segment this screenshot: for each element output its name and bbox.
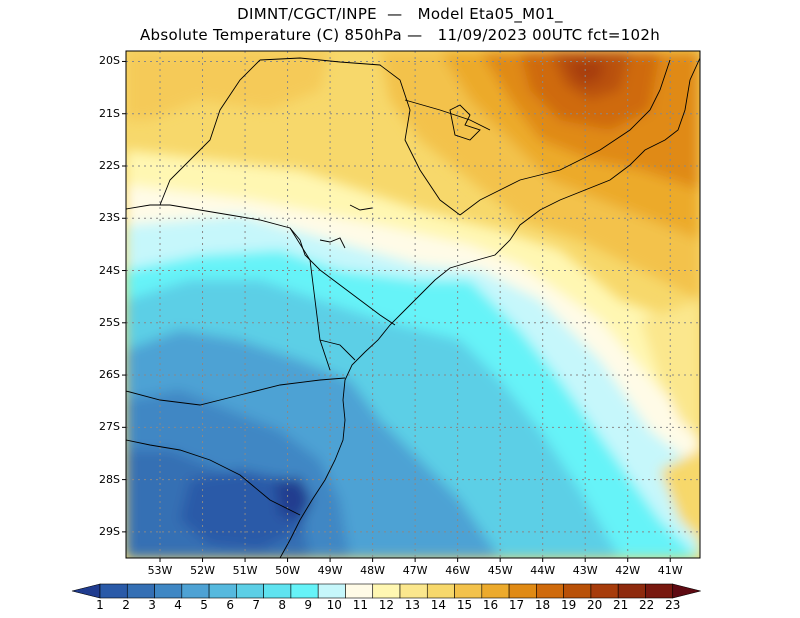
lon-label: 48W xyxy=(360,564,386,577)
colorbar-label: 5 xyxy=(200,598,208,612)
lat-label: 23S xyxy=(99,211,120,225)
lon-label: 46W xyxy=(445,564,471,577)
colorbar-label: 11 xyxy=(352,598,368,612)
lat-label: 26S xyxy=(99,368,120,382)
lat-label: 29S xyxy=(99,524,120,538)
colorbar-swatch xyxy=(236,583,264,599)
colorbar-swatch xyxy=(481,583,510,599)
colorbar-arrow-high xyxy=(672,583,701,599)
colorbar-label: 12 xyxy=(378,598,394,612)
colorbar-label: 22 xyxy=(639,598,655,612)
colorbar-label: 4 xyxy=(174,598,182,612)
colorbar-label: 6 xyxy=(226,598,234,612)
axis-ticks xyxy=(122,60,671,562)
colorbar-swatch xyxy=(345,583,374,599)
lon-label: 47W xyxy=(402,564,428,577)
colorbar-label: 1 xyxy=(96,598,104,612)
colorbar-swatch xyxy=(181,583,210,599)
map-frame xyxy=(125,50,701,559)
colorbar-swatch xyxy=(263,583,292,599)
colorbar-swatch xyxy=(126,583,155,599)
lon-label: 45W xyxy=(487,564,513,577)
colorbar-label: 10 xyxy=(326,598,342,612)
colorbar-swatch xyxy=(99,583,128,599)
colorbar-label: 3 xyxy=(148,598,156,612)
lat-label: 21S xyxy=(99,106,120,120)
colorbar-swatch xyxy=(208,583,237,599)
lon-label: 52W xyxy=(190,564,215,577)
colorbar-swatch xyxy=(154,583,183,599)
colorbar-label: 14 xyxy=(430,598,447,612)
colorbar-swatch xyxy=(563,583,592,599)
colorbar-swatch xyxy=(645,583,674,599)
lat-label: 22S xyxy=(99,158,120,172)
lon-label: 50W xyxy=(275,564,300,577)
colorbar-label: 9 xyxy=(304,598,313,612)
colorbar-swatch xyxy=(508,583,537,599)
colorbar-label: 7 xyxy=(252,598,260,612)
grid-lines xyxy=(126,51,700,558)
colorbar-swatch xyxy=(454,583,483,599)
lat-label: 28S xyxy=(99,472,120,486)
colorbar-swatch xyxy=(399,583,428,599)
colorbar-label: 21 xyxy=(613,598,629,612)
lon-label: 43W xyxy=(572,564,598,577)
colorbar-label: 13 xyxy=(404,598,421,612)
lat-label: 24S xyxy=(99,263,120,277)
title-line-1: DIMNT/CGCT/INPE — Model Eta05_M01_ xyxy=(237,5,563,23)
colorbar-swatch xyxy=(317,583,346,599)
colorbar xyxy=(71,583,701,599)
lon-label: 42W xyxy=(615,564,641,577)
lon-label: 41W xyxy=(657,564,683,577)
colorbar-swatch xyxy=(617,583,646,599)
colorbar-label: 2 xyxy=(122,598,130,612)
lon-label: 49W xyxy=(317,564,343,577)
colorbar-label: 17 xyxy=(508,598,525,612)
colorbar-label: 19 xyxy=(560,598,577,612)
colorbar-swatch xyxy=(372,583,401,599)
colorbar-swatch xyxy=(590,583,619,599)
lat-label: 27S xyxy=(99,420,120,434)
lat-label: 20S xyxy=(99,54,120,68)
colorbar-label: 8 xyxy=(278,598,287,612)
colorbar-label: 18 xyxy=(534,598,551,612)
lon-label: 51W xyxy=(232,564,258,577)
colorbar-swatch xyxy=(536,583,564,599)
colorbar-swatch xyxy=(426,583,455,599)
lon-label: 44W xyxy=(530,564,556,577)
colorbar-label: 15 xyxy=(456,598,473,612)
colorbar-label: 23 xyxy=(665,598,681,612)
temperature-field xyxy=(126,51,700,558)
colorbar-arrow-low xyxy=(71,583,101,599)
colorbar-swatch xyxy=(290,583,319,599)
lat-label: 25S xyxy=(99,315,120,329)
colorbar-label: 20 xyxy=(586,598,603,612)
title-line-2: Absolute Temperature (C) 850hPa — 11/09/… xyxy=(139,26,661,44)
colorbar-label: 16 xyxy=(482,598,499,612)
lon-label: 53W xyxy=(147,564,173,577)
coastline-and-borders xyxy=(126,57,700,558)
